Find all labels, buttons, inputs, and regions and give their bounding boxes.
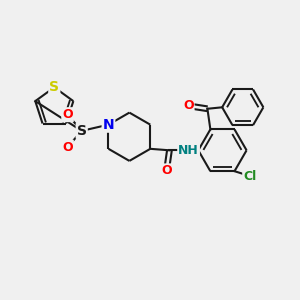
Text: S: S: [77, 124, 87, 138]
Text: N: N: [103, 118, 114, 132]
Text: Cl: Cl: [243, 170, 256, 183]
Text: O: O: [62, 141, 73, 154]
Text: S: S: [49, 80, 59, 94]
Text: O: O: [62, 108, 73, 121]
Text: NH: NH: [178, 144, 199, 157]
Text: O: O: [183, 99, 194, 112]
Text: O: O: [161, 164, 172, 177]
